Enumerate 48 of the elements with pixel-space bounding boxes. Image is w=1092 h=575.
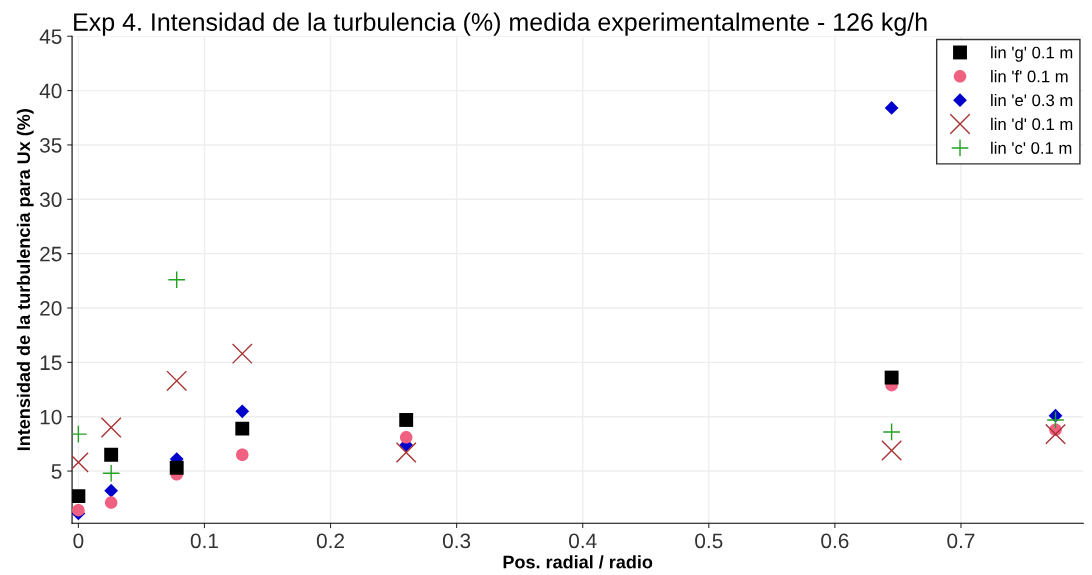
point (399, 413, 414, 427)
point (167, 270, 186, 289)
chart-title: Exp 4. Intensidad de la turbulencia (%) medida experimentalmente - 126 kg/h (74, 12, 927, 36)
legend-label: lin 'f' 0.1 m (991, 70, 1068, 83)
point (1045, 423, 1066, 445)
point (231, 343, 253, 365)
x-tick-label: 0.1 (190, 533, 218, 549)
point (235, 421, 250, 436)
point (104, 496, 118, 509)
point (72, 503, 85, 517)
point (882, 422, 901, 441)
point (72, 489, 86, 504)
x-tick-label: 0.7 (947, 533, 975, 549)
point (235, 404, 250, 419)
x-tick-label: 0.4 (569, 533, 597, 549)
x-tick-label: 0 (73, 533, 84, 549)
point (169, 460, 184, 475)
y-tick-label: 45 (39, 29, 62, 44)
point (102, 464, 121, 483)
x-tick-label: 0.3 (442, 533, 471, 549)
point (100, 417, 122, 439)
point (1046, 410, 1065, 430)
x-tick-label: 0.6 (821, 533, 849, 549)
y-tick-label: 40 (39, 83, 62, 99)
point (399, 431, 413, 444)
legend-label: lin 'g' 0.1 m (991, 46, 1073, 62)
y-tick-label: 30 (39, 192, 62, 208)
point (884, 101, 899, 115)
x-tick-label: 0.2 (316, 533, 344, 549)
y-tick-label: 20 (40, 301, 62, 316)
y-tick-label: 25 (40, 246, 62, 262)
point (104, 483, 119, 498)
point (884, 370, 899, 385)
x-axis-title: Pos. radial / radio (503, 555, 653, 569)
y-tick-label: 35 (39, 137, 62, 153)
y-tick-label: 10 (40, 409, 62, 425)
legend-label: lin 'e' 0.3 m (991, 93, 1073, 107)
point (881, 439, 903, 461)
y-axis-title: Intensidad de la turbulencia para Ux (%) (16, 109, 34, 451)
point (166, 370, 188, 392)
y-tick-label: 5 (51, 464, 62, 479)
point (236, 448, 249, 462)
point (395, 442, 417, 464)
point (104, 447, 119, 462)
y-tick-label: 15 (40, 355, 62, 371)
legend-label: lin 'd' 0.1 m (991, 117, 1073, 131)
x-tick-label: 0.5 (695, 533, 723, 549)
legend-label: lin 'c' 0.1 m (991, 141, 1072, 154)
